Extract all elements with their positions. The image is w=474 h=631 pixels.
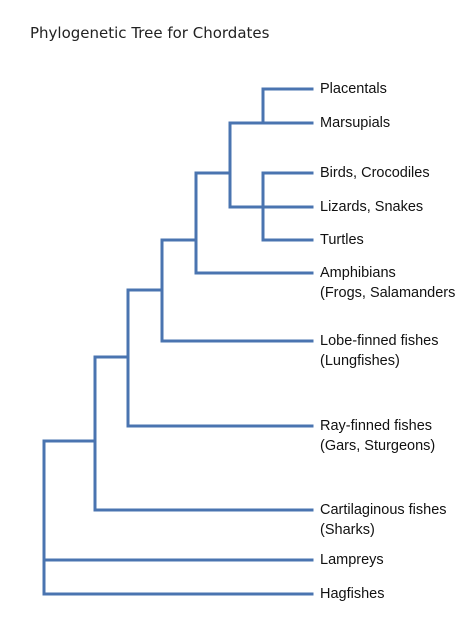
- taxon-label: Turtles: [320, 232, 364, 248]
- taxon-lampreys: Lampreys: [320, 550, 384, 570]
- taxon-label: Hagfishes: [320, 586, 385, 602]
- taxon-birds-crocodiles: Birds, Crocodiles: [320, 163, 430, 183]
- taxon-label: Amphibians: [320, 265, 396, 281]
- taxon-label: Ray-finned fishes: [320, 418, 433, 434]
- taxon-amphibians: Amphibians (Frogs, Salamanders: [320, 263, 455, 303]
- taxon-examples: (Gars, Sturgeons): [320, 438, 436, 454]
- taxon-lizards-snakes: Lizards, Snakes: [320, 197, 423, 217]
- taxon-label: Lizards, Snakes: [320, 199, 424, 215]
- diagram-title: Phylogenetic Tree for Chordates: [30, 24, 270, 42]
- taxon-cartilaginous-fishes: Cartilaginous fishes (Sharks): [320, 500, 447, 540]
- taxon-label: Cartilaginous fishes: [320, 502, 447, 518]
- taxon-examples: (Frogs, Salamanders: [320, 285, 456, 301]
- taxon-hagfishes: Hagfishes: [320, 584, 384, 604]
- taxon-lobe-finned-fishes: Lobe-finned fishes (Lungfishes): [320, 331, 439, 371]
- taxon-turtles: Turtles: [320, 230, 364, 250]
- taxon-ray-finned-fishes: Ray-finned fishes (Gars, Sturgeons): [320, 416, 435, 456]
- taxon-examples: (Sharks): [320, 522, 375, 538]
- taxon-label: Marsupials: [320, 115, 391, 131]
- taxon-label: Birds, Crocodiles: [320, 165, 430, 181]
- taxon-placentals: Placentals: [320, 79, 387, 99]
- taxon-label: Lampreys: [320, 552, 384, 568]
- taxon-examples: (Lungfishes): [320, 353, 400, 369]
- taxon-label: Lobe-finned fishes: [320, 333, 439, 349]
- taxon-marsupials: Marsupials: [320, 113, 390, 133]
- taxon-label: Placentals: [320, 81, 387, 97]
